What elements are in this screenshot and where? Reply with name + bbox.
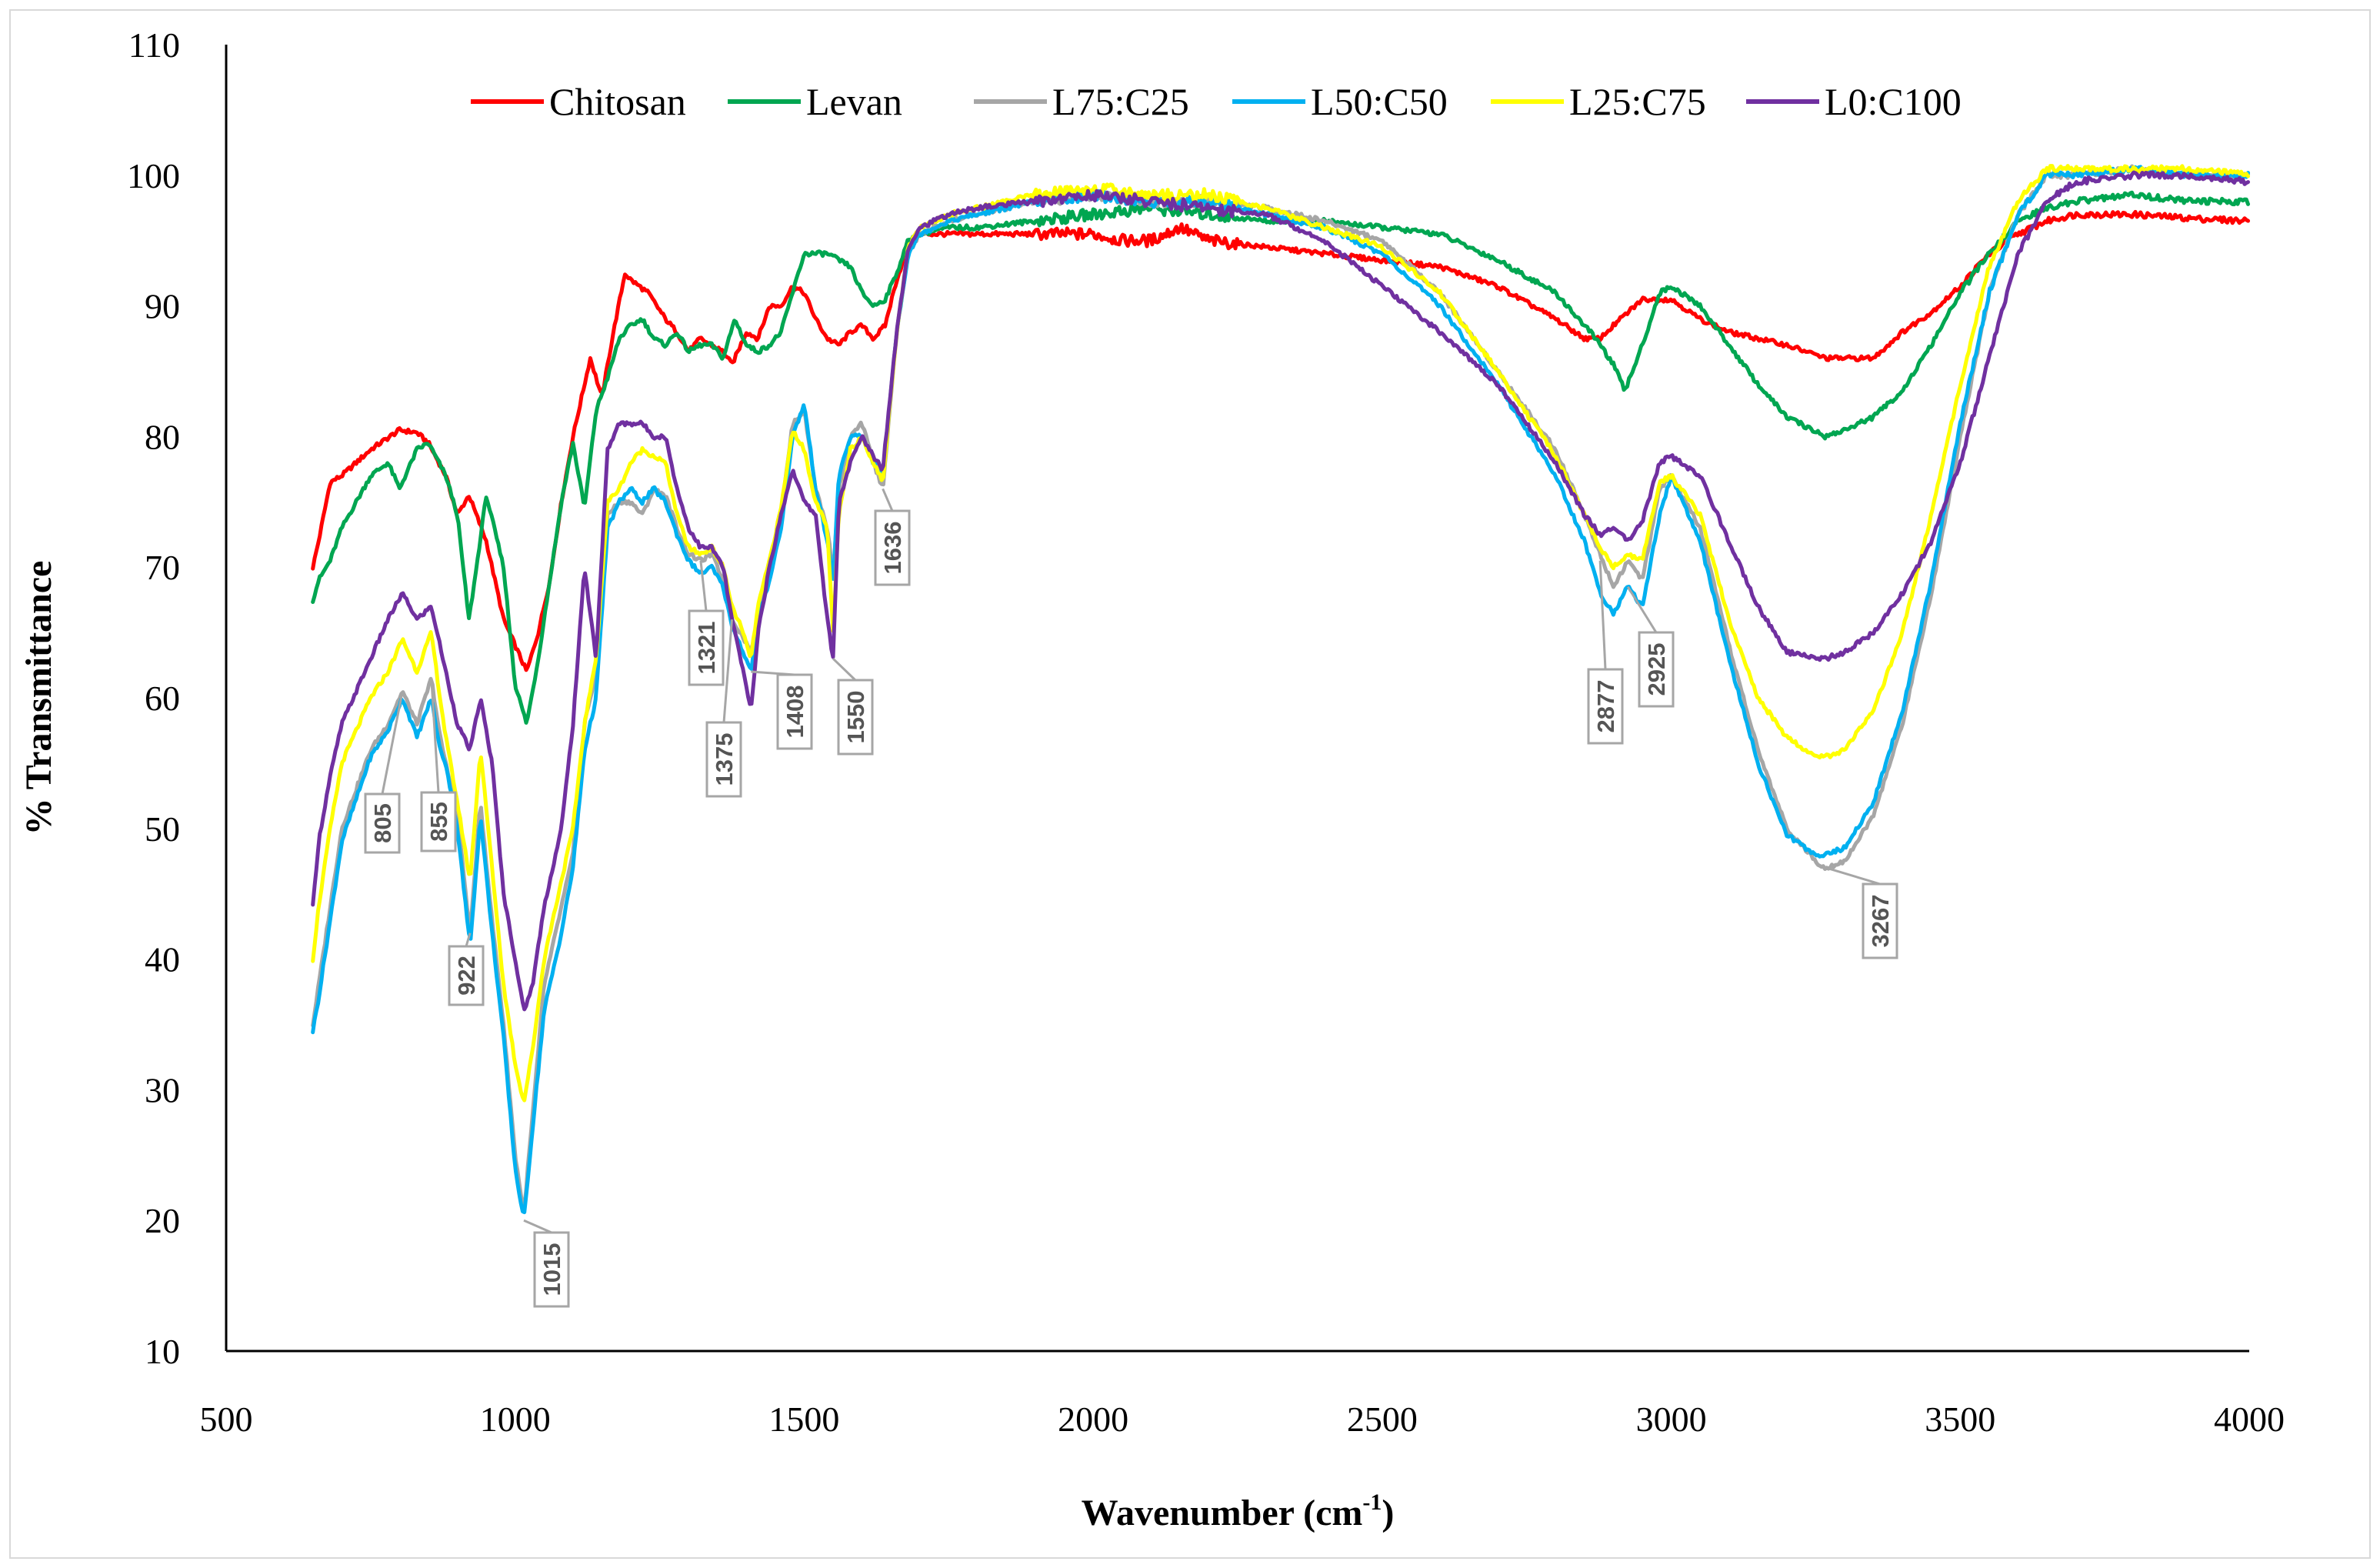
legend-label: Chitosan bbox=[549, 80, 686, 123]
series-line-chitosan bbox=[311, 209, 2250, 672]
annotation-layer: 805 855 922 1015 1321 1375 1408 1550 1636 2877 292… bbox=[364, 488, 1898, 1308]
series-layer bbox=[311, 164, 2250, 1215]
annotation-leader bbox=[699, 560, 708, 612]
y-tick-label: 10 bbox=[145, 1332, 180, 1371]
annotation-label: 1375 bbox=[711, 733, 738, 786]
annotation-box bbox=[448, 945, 485, 1006]
annotation-label: 805 bbox=[369, 803, 396, 843]
y-tick-label: 90 bbox=[145, 287, 180, 326]
y-tick-label: 50 bbox=[145, 809, 180, 849]
y-tick-label: 110 bbox=[128, 25, 180, 65]
y-tick-label: 20 bbox=[145, 1201, 180, 1240]
y-axis-title: % Transmittance bbox=[18, 561, 59, 836]
annotation-leader bbox=[1825, 866, 1881, 886]
y-axis-ticks: 10 20 30 40 50 60 70 80 90 100 110 bbox=[127, 25, 180, 1371]
annotation-label: 2925 bbox=[1643, 643, 1670, 696]
annotation-leader bbox=[832, 657, 857, 682]
legend-label: L75:C25 bbox=[1052, 80, 1189, 123]
x-axis-ticks: 500 1000 1500 2000 2500 3000 3500 4000 bbox=[200, 1400, 2285, 1439]
x-tick-label: 1000 bbox=[480, 1400, 551, 1439]
annotation-label: 1015 bbox=[538, 1243, 565, 1296]
y-tick-label: 60 bbox=[145, 679, 180, 718]
series-line-l0-c100 bbox=[311, 170, 2250, 1012]
x-axis-title: Wavenumber (cm-1) bbox=[1082, 1490, 1395, 1533]
annotation-box bbox=[533, 1231, 570, 1308]
legend-label: Levan bbox=[806, 80, 902, 123]
annotation-box bbox=[1587, 668, 1624, 745]
x-axis-title-close: ) bbox=[1382, 1493, 1394, 1533]
annotation-leader bbox=[430, 678, 440, 793]
annotation-label: 922 bbox=[453, 956, 480, 996]
annotation-leader bbox=[882, 488, 894, 512]
x-tick-label: 3000 bbox=[1636, 1400, 1707, 1439]
y-tick-label: 100 bbox=[127, 156, 180, 195]
x-tick-label: 2500 bbox=[1347, 1400, 1418, 1439]
x-tick-label: 4000 bbox=[2214, 1400, 2285, 1439]
series-line-l50-c50 bbox=[311, 165, 2250, 1215]
annotation-leader bbox=[523, 1219, 552, 1234]
annotation-box bbox=[364, 792, 401, 854]
legend-label: L50:C50 bbox=[1311, 80, 1448, 123]
annotation-label: 3267 bbox=[1867, 895, 1894, 948]
annotation-box bbox=[705, 721, 742, 798]
x-tick-label: 1500 bbox=[768, 1400, 839, 1439]
legend-label: L0:C100 bbox=[1825, 80, 1962, 123]
y-tick-label: 80 bbox=[145, 417, 180, 456]
series-line-l25-c75 bbox=[311, 164, 2250, 1103]
legend-label: L25:C75 bbox=[1569, 80, 1706, 123]
annotation-box bbox=[837, 679, 874, 756]
annotation-leader bbox=[465, 932, 472, 947]
y-tick-label: 30 bbox=[145, 1070, 180, 1109]
annotation-leader bbox=[381, 691, 404, 795]
legend: Chitosan Levan L75:C25 L50:C50 L25:C75 L0:C10… bbox=[471, 80, 1962, 123]
annotation-label: 1408 bbox=[782, 686, 808, 739]
annotation-box bbox=[1862, 882, 1898, 959]
series-line-l75-c25 bbox=[311, 164, 2250, 1209]
annotation-box bbox=[420, 791, 457, 852]
annotation-label: 2877 bbox=[1592, 680, 1619, 733]
y-tick-label: 40 bbox=[145, 940, 180, 979]
annotation-label: 1550 bbox=[842, 691, 869, 744]
annotation-box bbox=[776, 673, 813, 750]
annotation-leader bbox=[722, 619, 733, 723]
x-tick-label: 3500 bbox=[1925, 1400, 1995, 1439]
x-tick-label: 2000 bbox=[1058, 1400, 1128, 1439]
annotation-box bbox=[874, 509, 911, 586]
annotation-leader bbox=[1626, 585, 1658, 633]
annotation-box bbox=[1638, 631, 1675, 708]
x-axis-title-sup: -1 bbox=[1362, 1490, 1382, 1515]
chart-frame bbox=[9, 9, 2371, 1559]
annotation-label: 1321 bbox=[693, 622, 720, 675]
x-axis-title-main: Wavenumber (cm bbox=[1082, 1493, 1363, 1533]
annotation-leader bbox=[1598, 560, 1607, 670]
annotation-box bbox=[688, 609, 725, 686]
annotation-label: 1636 bbox=[879, 522, 906, 575]
annotation-label: 855 bbox=[425, 802, 452, 842]
x-tick-label: 500 bbox=[200, 1400, 253, 1439]
y-tick-label: 70 bbox=[145, 548, 180, 587]
